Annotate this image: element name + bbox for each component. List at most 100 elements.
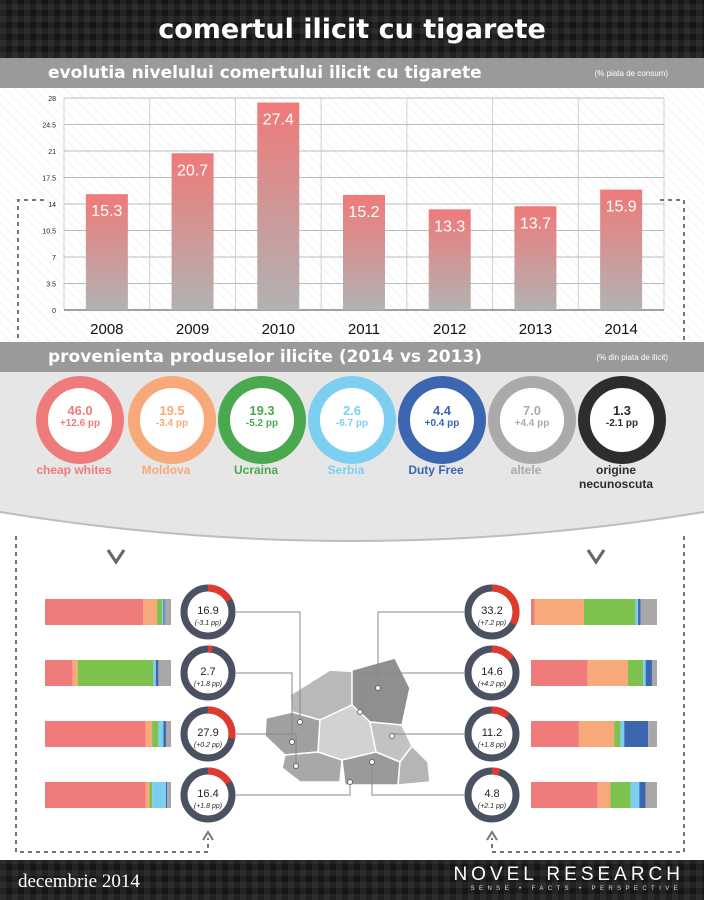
data-label: 15.9 [606,199,637,216]
region-delta: (+1.8 pp) [194,681,222,688]
bar-segment [648,721,657,747]
data-label: 27.4 [263,112,294,129]
y-tick-label: 10.5 [42,229,56,236]
bar-segment [645,660,652,686]
dashed-connector [660,199,685,342]
bar-segment [165,721,171,747]
bar-segment [645,782,657,808]
arrow-up-icon [202,830,214,841]
source-value: 46.0 [67,403,93,418]
bar [343,194,385,310]
x-tick-label: 2012 [433,321,466,338]
bar [257,102,300,311]
bar-segment [164,599,171,625]
region-delta: (+1.8 pp) [194,803,222,810]
y-tick-label: 7 [52,255,56,262]
bar-segment [597,782,611,808]
curve-separator [0,500,704,541]
connector-line [236,672,293,742]
brand-tagline: SENSE • FACTS • PERSPECTIVE [470,886,682,892]
section-title: evolutia nivelului comertului ilicit cu … [48,63,482,83]
map-marker [389,733,395,739]
bar-segment [45,782,146,808]
y-tick-label: 3.5 [46,282,56,289]
source-delta: +4.4 pp [514,418,550,429]
bar-segment [614,721,621,747]
bar-segment [630,782,640,808]
x-tick-label: 2014 [604,321,637,338]
source-value: 2.6 [342,403,362,418]
bar-segment [152,782,166,808]
section-title: provenienta produselor ilicite (2014 vs … [48,347,483,367]
bar-segment [157,599,163,625]
y-tick-label: 17.5 [42,176,56,183]
chevron-down-icon [106,549,126,565]
source-value: 1.3 [612,403,632,418]
source-circle: 46.0 +12.6 pp [36,376,124,464]
region-value: 14.6 [481,666,502,678]
bar-segment [531,721,579,747]
source-circle: 7.0 +4.4 pp [488,376,576,464]
bar-segment [643,660,646,686]
section-header-origin: provenienta produselor ilicite (2014 vs … [0,342,704,372]
bar-segment [45,721,146,747]
donut-share-arc [180,767,236,823]
source-label: Moldova [141,463,191,477]
map-marker [369,759,375,765]
bar-segment [587,660,629,686]
footer-date: decembrie 2014 [18,871,140,892]
donut-share-arc [464,645,520,701]
dashed-connector [491,536,685,853]
region-value: 16.4 [197,788,218,800]
bar-segment [163,721,166,747]
source-circle: 4.4 +0.4 pp [398,376,486,464]
donut-share-arc [180,706,236,762]
bar [600,189,643,310]
source-label: Serbia [327,463,365,477]
region-value: 27.9 [197,727,218,739]
source-label: cheap whites [36,463,112,477]
region-delta: (+0.2 pp) [194,742,222,749]
y-tick-label: 24.5 [42,123,56,130]
page-title: comertul ilicit cu tigarete [158,14,546,45]
map-marker [357,709,363,715]
bar-segment [165,782,168,808]
map-marker [293,763,299,769]
bar-segment [153,660,156,686]
data-label: 15.3 [91,203,122,220]
map-marker [347,779,353,785]
romania-map [264,657,431,786]
section-note: (% piata de consum) [594,69,668,78]
bar-segment [162,599,164,625]
source-value: 4.4 [432,403,452,418]
map-marker [375,685,381,691]
connector-line [236,733,297,766]
bar-chart: 0 3.5 7 10.5 14 17.5 21 24.5 28 15.3 2008 20.7 2009 2… [17,96,685,342]
data-label: 15.2 [348,204,379,221]
y-tick-label: 28 [48,96,56,103]
source-value: 7.0 [522,403,542,418]
connector-line [236,782,351,796]
bar-segment [155,660,159,686]
bar-segment [45,599,144,625]
map-marker [297,719,303,725]
bar-segment [163,599,165,625]
bar-segment [167,782,171,808]
bar-segment [145,721,153,747]
connector-line [359,672,464,712]
bar [514,206,557,310]
bar-segment [158,721,164,747]
source-value: 19.3 [249,403,275,418]
region-value: 16.9 [197,605,218,617]
bar-segment [152,721,159,747]
data-label: 13.7 [520,215,551,232]
source-circle: 2.6 -6.7 pp [308,376,396,464]
bar-segment [531,599,535,625]
arrow-up-icon [486,830,498,841]
curve-edge [0,511,704,542]
region-delta: (+2.1 pp) [478,803,506,810]
data-label: 20.7 [177,162,208,179]
bar [171,153,214,310]
y-tick-label: 14 [48,202,56,209]
bar-segment [145,782,150,808]
